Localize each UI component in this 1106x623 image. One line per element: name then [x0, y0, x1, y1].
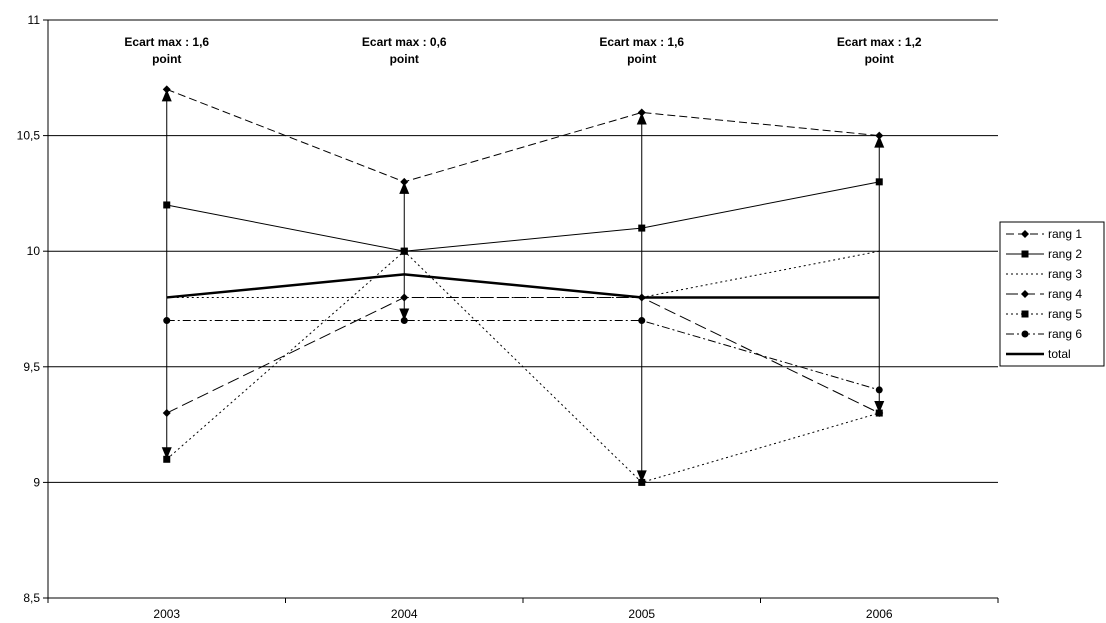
legend-entry-label: rang 2	[1048, 247, 1082, 261]
range-arrow-head-down	[161, 447, 172, 460]
series-line-rang-2	[166, 181, 880, 252]
range-annotation-title: Ecart max : 1,6	[124, 35, 209, 49]
range-arrow-head-down	[874, 401, 885, 414]
y-tick-label: 11	[28, 13, 41, 27]
range-annotation-unit: point	[152, 52, 181, 66]
series-line-rang-5	[166, 250, 880, 483]
range-annotation-title: Ecart max : 0,6	[362, 35, 447, 49]
x-tick-label: 2003	[153, 607, 180, 621]
series-line-rang-1	[166, 88, 880, 183]
range-arrow-head-up	[874, 135, 885, 148]
y-tick-label: 10	[27, 244, 41, 258]
legend-entry-label: rang 6	[1048, 327, 1082, 341]
range-arrow-head-down	[636, 470, 647, 483]
legend-marker	[1021, 330, 1029, 338]
range-annotation-title: Ecart max : 1,6	[599, 35, 684, 49]
series-line-total	[166, 273, 880, 299]
y-tick-label: 9,5	[23, 360, 40, 374]
range-annotation-unit: point	[390, 52, 419, 66]
series-line-rang-4	[166, 296, 880, 414]
series-line-rang-6	[166, 320, 880, 391]
y-tick-label: 9	[33, 475, 40, 489]
x-tick-label: 2005	[628, 607, 655, 621]
y-tick-label: 10,5	[17, 129, 41, 143]
range-annotation-unit: point	[627, 52, 656, 66]
legend-marker	[1021, 250, 1029, 258]
range-annotation-unit: point	[865, 52, 894, 66]
x-tick-label: 2004	[391, 607, 418, 621]
series-line-rang-3	[166, 250, 880, 298]
legend-entry-label: rang 3	[1048, 267, 1082, 281]
range-arrow-head-down	[399, 308, 410, 321]
legend-entry-label: rang 5	[1048, 307, 1082, 321]
y-tick-label: 8,5	[23, 591, 40, 605]
legend-marker	[1021, 310, 1029, 318]
range-annotation-title: Ecart max : 1,2	[837, 35, 922, 49]
legend-marker	[1021, 290, 1029, 298]
x-tick-label: 2006	[866, 607, 893, 621]
legend-entry-label: rang 1	[1048, 227, 1082, 241]
legend-entry-label: rang 4	[1048, 287, 1082, 301]
range-arrow-head-up	[636, 112, 647, 125]
legend-marker	[1021, 230, 1029, 238]
range-arrow-head-up	[399, 181, 410, 194]
legend-entry-label: total	[1048, 347, 1071, 361]
range-arrow-head-up	[161, 89, 172, 102]
